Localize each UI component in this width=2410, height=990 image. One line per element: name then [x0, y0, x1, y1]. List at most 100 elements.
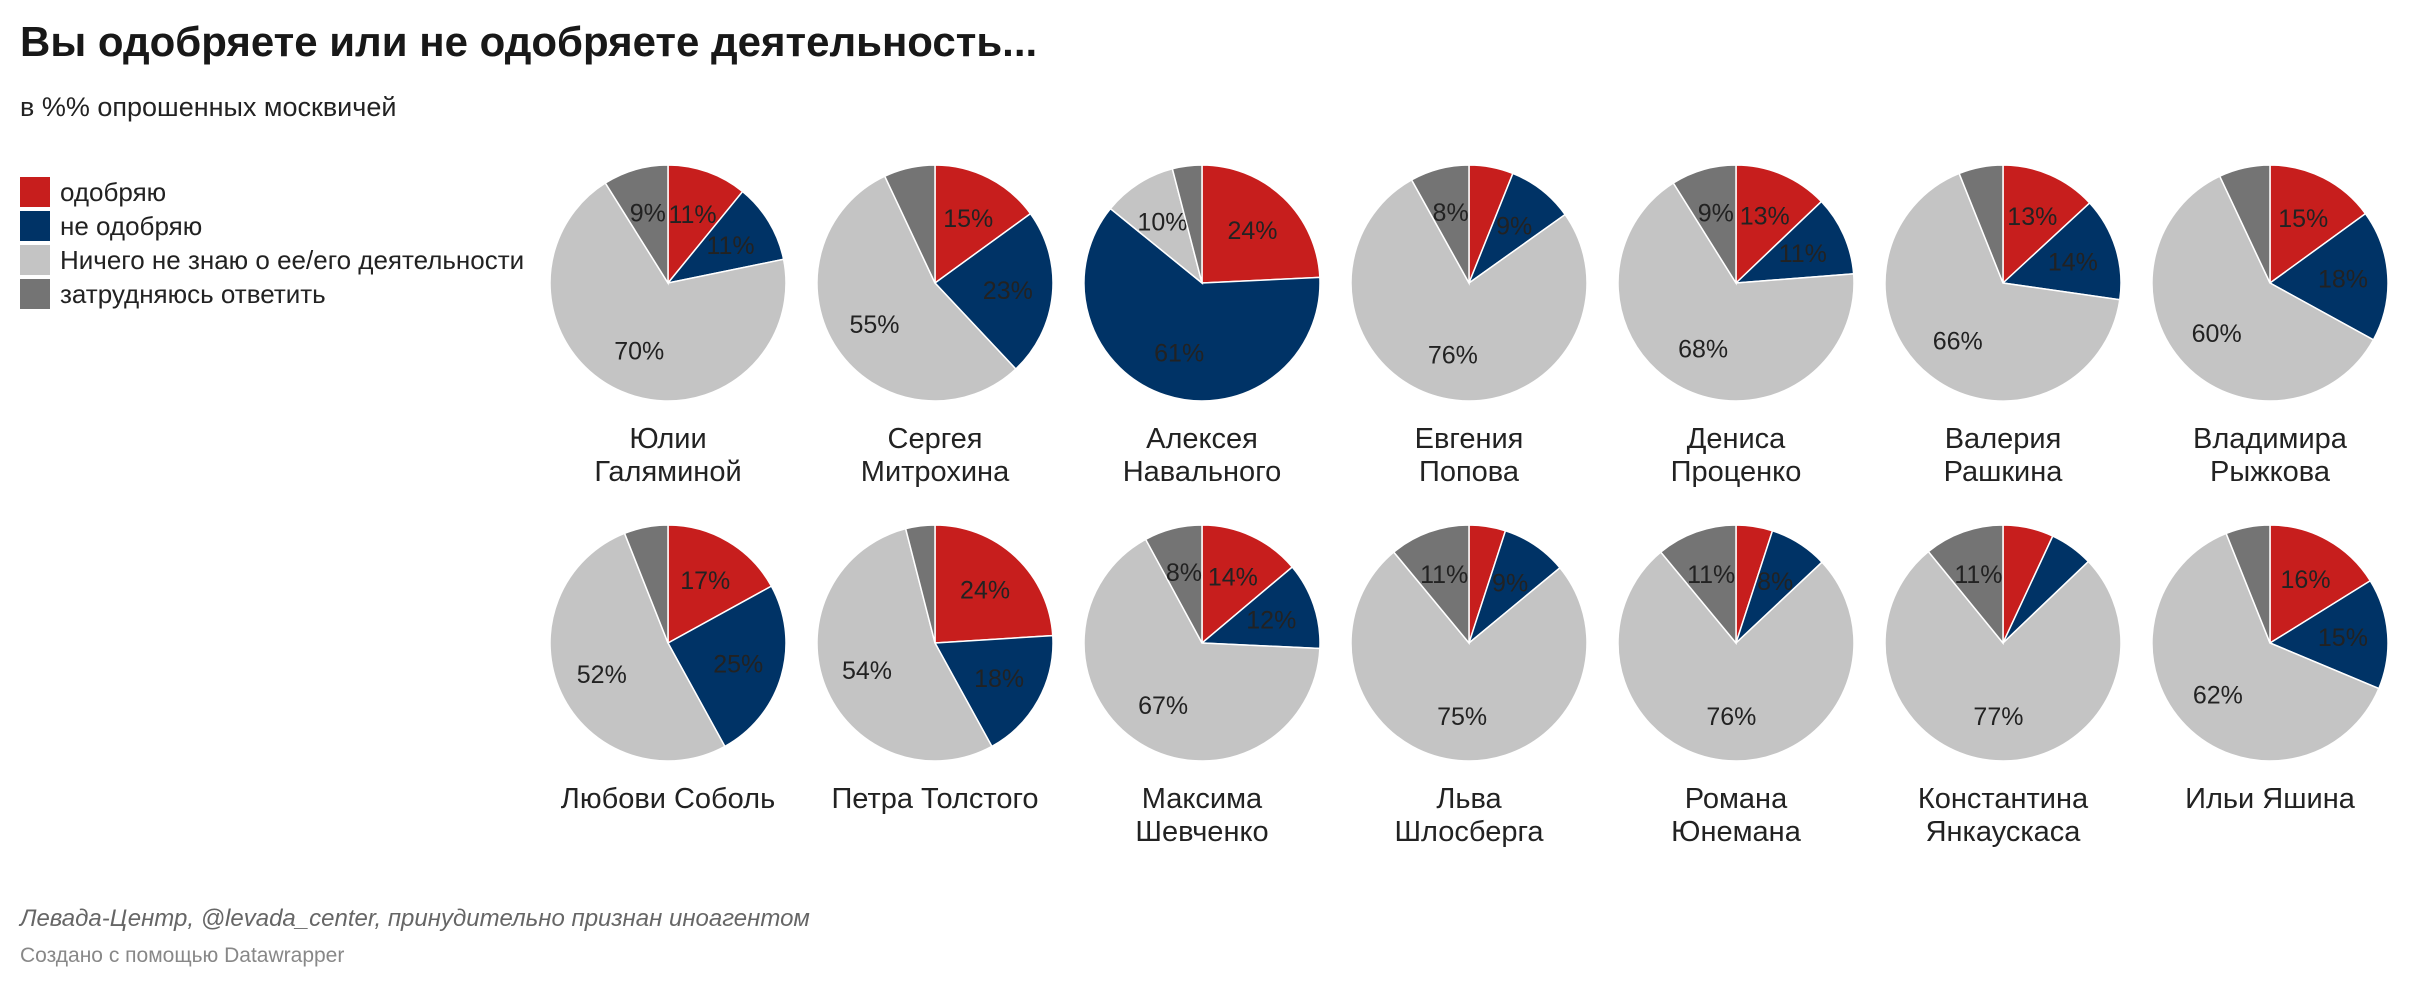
pie-slice-approve — [934, 164, 1032, 285]
pie-slice-undecided — [604, 164, 669, 286]
pie-value-label: 13% — [1740, 203, 1790, 231]
pie-slice-disapprove — [933, 212, 1054, 371]
pie-name-label: Петра Толстого — [831, 783, 1038, 815]
pie-slice-disapprove — [666, 190, 785, 285]
pie-value-label: 52% — [577, 661, 627, 689]
pie-9: 24% 18% 54% Петра Толстого — [816, 524, 1054, 815]
pie-name-label: Льва — [1436, 783, 1502, 815]
pie-slice-undecided — [1392, 524, 1470, 646]
pie-slice-undecided — [2225, 524, 2271, 644]
pie-value-label: 76% — [1428, 341, 1478, 369]
pie-name-label: Шевченко — [1135, 816, 1268, 848]
pie-8: 17% 25% 52% Любови Соболь — [549, 524, 787, 815]
pie-slice-undecided — [2218, 164, 2271, 284]
pie-value-label: 15% — [943, 205, 993, 233]
legend: одобряю не одобряю Ничего не знаю о ее/е… — [20, 175, 524, 311]
pie-slice-approve — [2269, 524, 2372, 645]
pie-name-label: Алексея — [1146, 423, 1258, 455]
pie-slice-unknown — [1617, 551, 1855, 762]
pie-slice-unknown — [1350, 551, 1588, 762]
pie-slice-unknown — [1083, 538, 1321, 762]
pie-value-label: 18% — [974, 665, 1024, 693]
pie-slice-disapprove — [666, 585, 787, 748]
legend-item-approve: одобряю — [20, 175, 524, 209]
pie-value-label: 11% — [668, 201, 716, 229]
pie-slice-approve — [1201, 524, 1294, 645]
pie-value-label: 11% — [1687, 561, 1735, 589]
pie-value-label: 16% — [2281, 566, 2331, 594]
pie-value-label: 11% — [706, 232, 754, 260]
pie-slice-disapprove — [1733, 200, 1855, 284]
source-note: Левада-Центр, @levada_center, принудител… — [20, 905, 810, 932]
pie-slice-undecided — [883, 164, 936, 284]
pie-slice-undecided — [623, 524, 669, 644]
pie-value-label: 67% — [1138, 692, 1188, 720]
pie-value-label: 11% — [1420, 561, 1468, 589]
pie-value-label: 55% — [849, 311, 899, 339]
pie-name-label: Попова — [1419, 456, 1520, 488]
pie-slice-disapprove — [1200, 565, 1321, 650]
pie-slice-approve — [1735, 164, 1823, 285]
pie-value-label: 9% — [1496, 212, 1532, 240]
pie-slice-undecided — [1659, 524, 1737, 646]
pie-value-label: 18% — [2318, 265, 2368, 293]
pie-slice-undecided — [1927, 524, 2004, 646]
pie-name-label: Юлии — [629, 423, 706, 455]
pie-slice-unknown — [1884, 550, 2122, 762]
pie-slice-unknown — [549, 181, 787, 402]
pie-value-label: 15% — [2278, 205, 2328, 233]
pie-14: 16% 15% 62% Ильи Яшина — [2151, 524, 2389, 815]
pie-slice-undecided — [1171, 164, 1203, 284]
pie-slice-approve — [667, 524, 773, 645]
pie-value-label: 17% — [680, 567, 730, 595]
pie-name-label: Рыжкова — [2210, 456, 2331, 488]
pie-slice-unknown — [1350, 178, 1588, 402]
legend-label-approve: одобряю — [60, 176, 167, 207]
pie-slice-approve — [934, 524, 1054, 644]
pie-value-label: 60% — [2192, 320, 2242, 348]
pie-name-label: Романа — [1685, 783, 1788, 815]
pie-name-label: Сергея — [888, 423, 983, 455]
pie-name-label: Проценко — [1671, 456, 1802, 488]
pie-slice-approve — [667, 164, 744, 286]
pie-slice-disapprove — [2268, 212, 2389, 341]
pie-slice-undecided — [1958, 164, 2004, 284]
pie-name-label: Янкаускаса — [1926, 816, 2082, 848]
pie-value-label: 77% — [1973, 703, 2023, 731]
legend-item-unknown: Ничего не знаю о ее/его деятельности — [20, 243, 524, 277]
legend-item-disapprove: не одобряю — [20, 209, 524, 243]
pie-value-label: 11% — [1779, 240, 1827, 268]
legend-swatch-unknown — [20, 245, 50, 275]
credit-note: Создано с помощью Datawrapper — [20, 944, 345, 967]
pie-slice-disapprove — [933, 634, 1054, 748]
pie-name-label: Константина — [1918, 783, 2089, 815]
pie-name-label: Митрохина — [861, 456, 1010, 488]
pie-slice-unknown — [816, 527, 993, 762]
pie-value-label: 23% — [983, 277, 1033, 305]
pie-value-label: 68% — [1678, 335, 1728, 363]
pie-slice-undecided — [1672, 164, 1737, 286]
pie-name-label: Ильи Яшина — [2185, 783, 2356, 815]
pie-value-label: 8% — [1757, 568, 1793, 596]
pie-value-label: 54% — [842, 657, 892, 685]
pie-slice-approve — [2002, 164, 2091, 285]
pie-value-label: 66% — [1933, 328, 1983, 356]
pie-name-label: Евгения — [1415, 423, 1524, 455]
legend-swatch-undecided — [20, 279, 50, 309]
pie-name-label: Навального — [1123, 456, 1282, 488]
pie-value-label: 9% — [1492, 569, 1528, 597]
pie-slice-unknown — [1884, 172, 2121, 402]
legend-label-disapprove: не одобряю — [60, 210, 203, 241]
pie-slice-approve — [2269, 164, 2367, 285]
pie-value-label: 15% — [2318, 624, 2368, 652]
pie-value-label: 24% — [1227, 217, 1277, 245]
pie-slice-approve — [1201, 164, 1321, 284]
